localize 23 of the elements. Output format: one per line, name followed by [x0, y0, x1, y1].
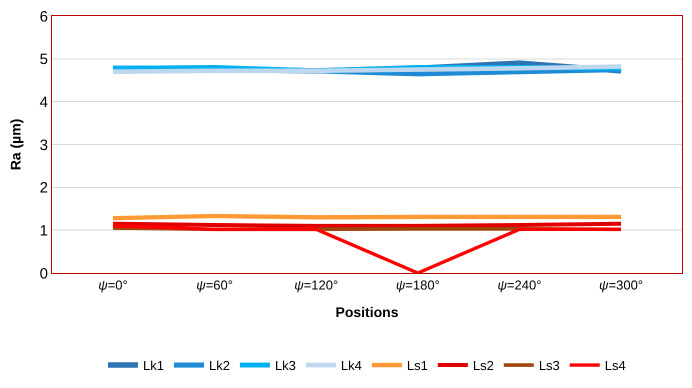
x-tick-label: ψ=300° — [599, 278, 644, 293]
y-tick-label: 6 — [40, 8, 48, 26]
x-tick-label: ψ=60° — [196, 278, 233, 293]
y-tick-label: 3 — [40, 136, 48, 154]
y-tick-label: 1 — [40, 222, 48, 240]
y-tick-label: 4 — [40, 94, 48, 111]
y-axis-title: Ra (µm) — [7, 118, 24, 170]
y-tick-label: 2 — [40, 180, 48, 197]
legend-label: Lk3 — [274, 358, 296, 374]
x-tick-label: ψ=0° — [98, 278, 128, 293]
y-tick-label: 5 — [40, 51, 48, 68]
legend-label: Lk4 — [340, 358, 362, 374]
x-axis-title: Positions — [335, 304, 399, 320]
legend-label: Lk1 — [143, 358, 164, 374]
legend-label: Ls2 — [472, 358, 494, 374]
y-tick-label: 0 — [40, 265, 48, 282]
x-tick-label: ψ=180° — [396, 278, 440, 293]
legend-label: Ls1 — [406, 358, 428, 374]
x-tick-label: ψ=240° — [497, 278, 542, 293]
legend-label: Lk2 — [208, 358, 230, 374]
legend-label: Ls3 — [538, 358, 560, 374]
legend-label: Ls4 — [604, 358, 626, 374]
x-tick-label: ψ=120° — [294, 278, 338, 293]
